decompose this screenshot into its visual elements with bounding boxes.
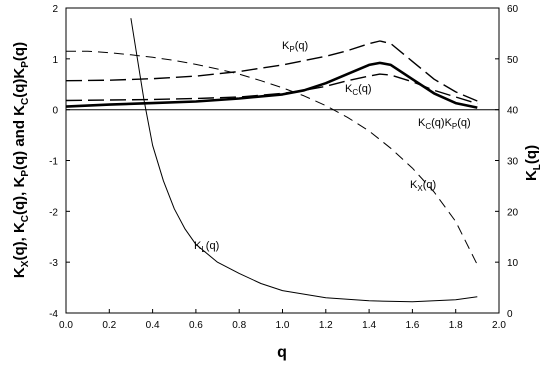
y-left-tick-label: 0 xyxy=(52,106,58,117)
x-tick-label: 1.2 xyxy=(319,320,333,331)
y-axis-left: -4 -3 -2 -1 0 1 2 xyxy=(49,4,70,320)
x-tick-label: 1.4 xyxy=(362,320,376,331)
x-tick-label: 2.0 xyxy=(492,320,506,331)
series-lines xyxy=(65,18,478,303)
y-right-tick-label: 50 xyxy=(507,55,519,66)
series-label-kp: KP(q) xyxy=(282,40,308,54)
series-label-kl: KL(q) xyxy=(194,240,219,254)
y-left-tick-label: -4 xyxy=(49,309,58,320)
series-label-kckp: KC(q)KP(q) xyxy=(418,117,471,131)
series-label-kx: KX(q) xyxy=(410,179,436,193)
x-tick-label: 0.4 xyxy=(146,320,160,331)
y-left-tick-label: 2 xyxy=(52,4,58,15)
series-line-kx xyxy=(66,50,478,265)
y-right-tick-label: 30 xyxy=(507,157,519,168)
series-line-kp xyxy=(65,40,478,102)
x-tick-label: 0.8 xyxy=(232,320,246,331)
y-right-tick-label: 20 xyxy=(507,207,519,218)
x-tick-label: 1.0 xyxy=(276,320,290,331)
y-right-tick-label: 40 xyxy=(507,106,519,117)
series-line-kl xyxy=(130,18,478,303)
series-line-kckp xyxy=(65,61,478,109)
y-axis-right: 0 10 20 30 40 50 60 xyxy=(495,4,519,320)
x-tick-label: 0.2 xyxy=(102,320,116,331)
y-right-tick-label: 60 xyxy=(507,4,519,15)
y-left-tick-label: -1 xyxy=(49,157,58,168)
y-right-tick-label: 0 xyxy=(507,309,513,320)
x-tick-label: 1.6 xyxy=(405,320,419,331)
x-tick-label: 0.0 xyxy=(59,320,73,331)
y-left-tick-label: 1 xyxy=(52,55,58,66)
y-right-tick-label: 10 xyxy=(507,258,519,269)
y-axis-title-left: KX(q), KC(q), KP(q) and KC(q)KP(q) xyxy=(11,42,31,278)
y-left-tick-label: -3 xyxy=(49,258,58,269)
x-tick-label: 0.6 xyxy=(189,320,203,331)
y-axis-title-right: KL(q) xyxy=(523,145,543,181)
x-axis-title: q xyxy=(277,344,287,361)
y-left-tick-label: -2 xyxy=(49,207,58,218)
x-tick-label: 1.8 xyxy=(449,320,463,331)
series-label-kc: KC(q) xyxy=(345,83,372,97)
x-axis: 0.0 0.2 0.4 0.6 0.8 1.0 1.2 1.4 1.6 1.8 2.0 xyxy=(59,309,506,331)
